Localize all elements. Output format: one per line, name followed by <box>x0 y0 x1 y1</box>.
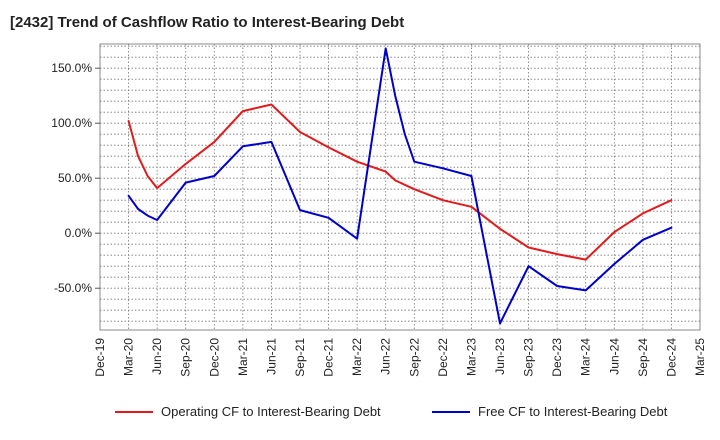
legend-item-operating-cf: Operating CF to Interest-Bearing Debt <box>115 404 381 419</box>
legend-label-free-cf: Free CF to Interest-Bearing Debt <box>478 404 668 419</box>
series-line-free-cf <box>127 47 673 325</box>
x-tick-label: Jun-22 <box>379 338 393 375</box>
x-tick-label: Mar-24 <box>579 338 593 376</box>
x-tick-label: Mar-23 <box>464 338 478 376</box>
x-tick-label: Sep-21 <box>293 338 307 377</box>
x-tick-label: Dec-23 <box>550 338 564 377</box>
x-tick-label: Dec-19 <box>93 338 107 377</box>
x-tick-label: Jun-23 <box>493 338 507 375</box>
y-tick-label: 0.0% <box>65 226 93 240</box>
legend-item-free-cf: Free CF to Interest-Bearing Debt <box>432 404 667 419</box>
x-tick-label: Jun-24 <box>607 338 621 375</box>
legend-swatch-free-cf <box>432 410 470 413</box>
chart-title: [2432] Trend of Cashflow Ratio to Intere… <box>10 14 405 31</box>
x-tick-label: Jun-20 <box>150 338 164 375</box>
x-tick-label: Sep-24 <box>636 338 650 377</box>
x-tick-label: Dec-21 <box>322 338 336 377</box>
x-tick-label: Dec-20 <box>207 338 221 377</box>
legend-label-operating-cf: Operating CF to Interest-Bearing Debt <box>161 404 381 419</box>
x-tick-label: Dec-22 <box>436 338 450 377</box>
x-tick-label: Mar-20 <box>122 338 136 376</box>
x-tick-label: Sep-22 <box>407 338 421 377</box>
x-tick-label: Jun-21 <box>264 338 278 375</box>
series-line-operating-cf <box>127 103 673 261</box>
x-tick-label: Dec-24 <box>664 338 678 377</box>
y-tick-label: 100.0% <box>51 116 92 130</box>
y-tick-label: 50.0% <box>58 171 92 185</box>
plot-area <box>99 43 701 331</box>
y-tick-label: 150.0% <box>51 61 92 75</box>
x-tick-label: Mar-21 <box>236 338 250 376</box>
legend: Operating CF to Interest-Bearing Debt Fr… <box>0 404 720 426</box>
x-tick-label: Mar-25 <box>693 338 707 376</box>
x-tick-label: Mar-22 <box>350 338 364 376</box>
legend-swatch-operating-cf <box>115 410 153 413</box>
y-tick-label: -50.0% <box>54 281 92 295</box>
x-tick-label: Sep-20 <box>179 338 193 377</box>
x-tick-label: Sep-23 <box>522 338 536 377</box>
